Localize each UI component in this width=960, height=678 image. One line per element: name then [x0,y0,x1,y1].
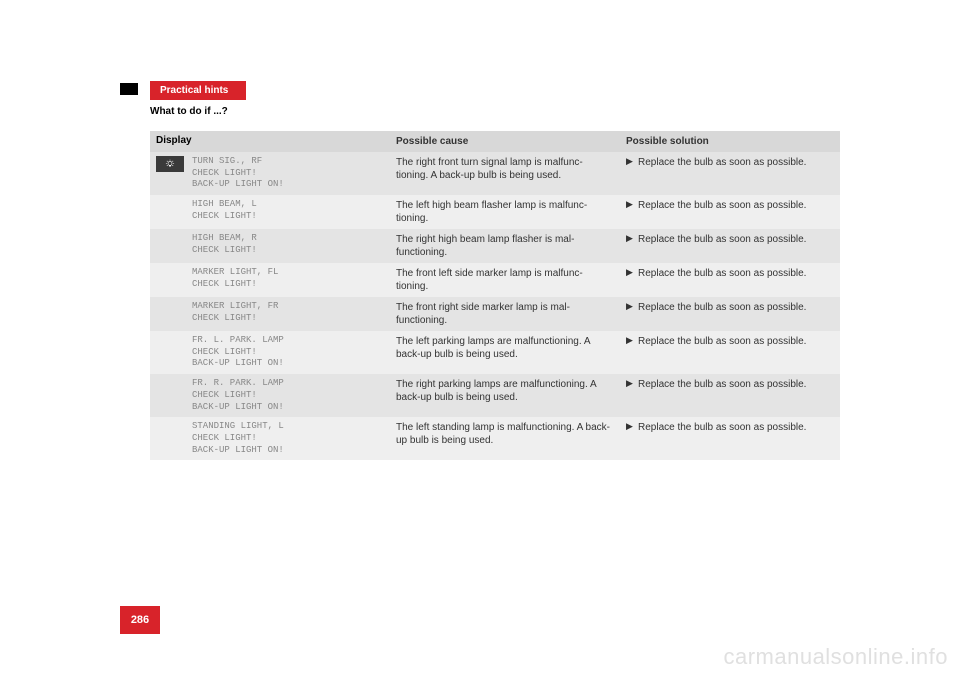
bulb-icon-container [156,301,192,327]
cause-cell: The right front turn signal lamp is malf… [390,152,620,195]
display-cell: TURN SIG., RF CHECK LIGHT! BACK-UP LIGHT… [150,152,390,195]
display-cell: STANDING LIGHT, L CHECK LIGHT! BACK-UP L… [150,417,390,460]
solution-cell: ▶Replace the bulb as soon as possible. [620,374,830,417]
arrow-icon: ▶ [626,233,638,259]
header-display: Display [150,131,390,152]
table-row: HIGH BEAM, L CHECK LIGHT!The left high b… [150,195,840,229]
solution-text: Replace the bulb as soon as possible. [638,233,824,259]
solution-text: Replace the bulb as soon as possible. [638,199,824,225]
solution-cell: ▶Replace the bulb as soon as possible. [620,417,830,460]
solution-text: Replace the bulb as soon as possible. [638,335,824,370]
page-number: 286 [120,606,160,634]
display-text: MARKER LIGHT, FL CHECK LIGHT! [192,267,384,293]
cause-cell: The front right side marker lamp is mal-… [390,297,620,331]
bulb-icon-container [156,267,192,293]
watermark: carmanualsonline.info [723,644,948,670]
bulb-icon-container [156,156,192,191]
bulb-icon-container [156,421,192,456]
display-cell: FR. R. PARK. LAMP CHECK LIGHT! BACK-UP L… [150,374,390,417]
header-black-square [120,83,138,95]
display-cell: HIGH BEAM, R CHECK LIGHT! [150,229,390,263]
solution-text: Replace the bulb as soon as possible. [638,378,824,413]
arrow-icon: ▶ [626,421,638,456]
solution-cell: ▶Replace the bulb as soon as possible. [620,263,830,297]
solution-cell: ▶Replace the bulb as soon as possible. [620,331,830,374]
bulb-icon-container [156,378,192,413]
cause-cell: The front left side marker lamp is malfu… [390,263,620,297]
arrow-icon: ▶ [626,335,638,370]
header-cause: Possible cause [390,131,620,152]
solution-text: Replace the bulb as soon as possible. [638,301,824,327]
arrow-icon: ▶ [626,301,638,327]
display-cell: HIGH BEAM, L CHECK LIGHT! [150,195,390,229]
diagnostic-table: Display Possible cause Possible solution… [150,131,840,460]
bulb-icon [156,156,184,172]
table-row: STANDING LIGHT, L CHECK LIGHT! BACK-UP L… [150,417,840,460]
display-text: HIGH BEAM, L CHECK LIGHT! [192,199,384,225]
arrow-icon: ▶ [626,199,638,225]
cause-cell: The right high beam lamp flasher is mal-… [390,229,620,263]
bulb-icon-container [156,199,192,225]
solution-cell: ▶Replace the bulb as soon as possible. [620,152,830,195]
arrow-icon: ▶ [626,267,638,293]
solution-text: Replace the bulb as soon as possible. [638,421,824,456]
table-header-row: Display Possible cause Possible solution [150,131,840,152]
solution-cell: ▶Replace the bulb as soon as possible. [620,195,830,229]
cause-cell: The left parking lamps are malfunctionin… [390,331,620,374]
solution-text: Replace the bulb as soon as possible. [638,267,824,293]
cause-cell: The left standing lamp is malfunctioning… [390,417,620,460]
cause-cell: The left high beam flasher lamp is malfu… [390,195,620,229]
display-text: FR. L. PARK. LAMP CHECK LIGHT! BACK-UP L… [192,335,384,370]
table-body: TURN SIG., RF CHECK LIGHT! BACK-UP LIGHT… [150,152,840,460]
header-solution: Possible solution [620,131,830,152]
solution-cell: ▶Replace the bulb as soon as possible. [620,229,830,263]
display-cell: MARKER LIGHT, FR CHECK LIGHT! [150,297,390,331]
display-text: STANDING LIGHT, L CHECK LIGHT! BACK-UP L… [192,421,384,456]
table-row: FR. L. PARK. LAMP CHECK LIGHT! BACK-UP L… [150,331,840,374]
section-title: What to do if ...? [120,100,840,131]
arrow-icon: ▶ [626,156,638,191]
table-row: MARKER LIGHT, FR CHECK LIGHT!The front r… [150,297,840,331]
header-row: Practical hints [120,80,840,100]
cause-cell: The right parking lamps are malfunctioni… [390,374,620,417]
display-text: TURN SIG., RF CHECK LIGHT! BACK-UP LIGHT… [192,156,384,191]
display-cell: FR. L. PARK. LAMP CHECK LIGHT! BACK-UP L… [150,331,390,374]
table-row: FR. R. PARK. LAMP CHECK LIGHT! BACK-UP L… [150,374,840,417]
table-row: HIGH BEAM, R CHECK LIGHT!The right high … [150,229,840,263]
display-text: MARKER LIGHT, FR CHECK LIGHT! [192,301,384,327]
bulb-icon-container [156,335,192,370]
header-tab: Practical hints [150,81,246,100]
display-cell: MARKER LIGHT, FL CHECK LIGHT! [150,263,390,297]
page-container: Practical hints What to do if ...? Displ… [0,0,960,480]
display-text: HIGH BEAM, R CHECK LIGHT! [192,233,384,259]
arrow-icon: ▶ [626,378,638,413]
solution-text: Replace the bulb as soon as possible. [638,156,824,191]
table-row: MARKER LIGHT, FL CHECK LIGHT!The front l… [150,263,840,297]
display-text: FR. R. PARK. LAMP CHECK LIGHT! BACK-UP L… [192,378,384,413]
table-row: TURN SIG., RF CHECK LIGHT! BACK-UP LIGHT… [150,152,840,195]
bulb-icon-container [156,233,192,259]
solution-cell: ▶Replace the bulb as soon as possible. [620,297,830,331]
